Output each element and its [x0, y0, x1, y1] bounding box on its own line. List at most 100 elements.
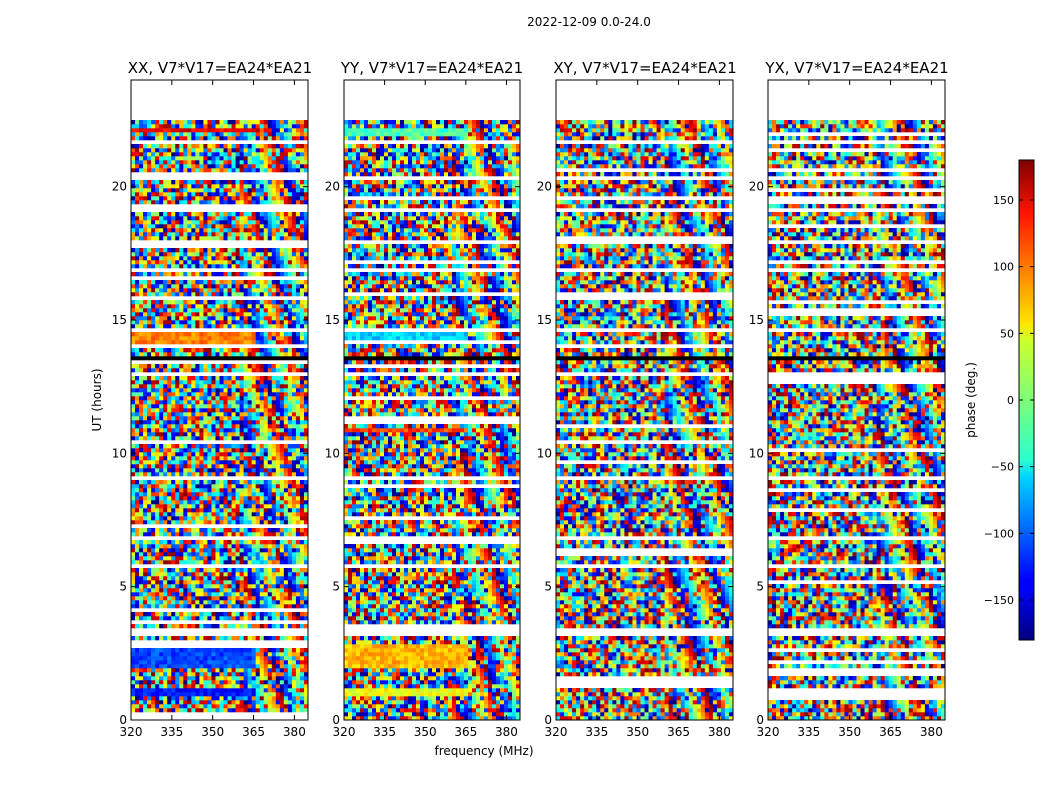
phase-cell [271, 544, 277, 549]
phase-cell [275, 332, 281, 337]
phase-cell [219, 212, 224, 217]
phase-cell [259, 412, 265, 417]
phase-cell [191, 364, 196, 369]
phase-cell [179, 684, 184, 689]
phase-cell [155, 684, 160, 689]
phase-cell [151, 232, 156, 237]
phase-cell [243, 188, 248, 193]
phase-cell [155, 540, 160, 545]
phase-cell [139, 696, 144, 701]
phase-cell [291, 504, 297, 509]
phase-cell [159, 496, 164, 501]
phase-cell [139, 160, 144, 165]
phase-cell [175, 364, 180, 369]
phase-cell [263, 648, 269, 653]
phase-cell [271, 624, 277, 629]
phase-cell [143, 472, 148, 477]
phase-cell [287, 388, 293, 393]
phase-cell [239, 464, 244, 469]
phase-cell [255, 224, 261, 229]
phase-cell [147, 504, 152, 509]
phase-cell [179, 388, 184, 393]
phase-cell [171, 368, 176, 373]
phase-cell [279, 448, 285, 453]
phase-cell [267, 420, 273, 425]
phase-cell [251, 700, 256, 705]
phase-cell [295, 556, 301, 561]
phase-cell [227, 432, 232, 437]
phase-cell [215, 680, 220, 685]
phase-cell [139, 512, 144, 517]
phase-cell [215, 320, 220, 325]
phase-cell [199, 272, 204, 277]
phase-cell [147, 568, 152, 573]
phase-cell [227, 696, 232, 701]
phase-cell [271, 224, 277, 229]
phase-cell [139, 368, 144, 373]
phase-cell [283, 652, 289, 657]
phase-cell [283, 196, 289, 201]
phase-cell [287, 612, 293, 617]
phase-cell [163, 680, 168, 685]
phase-cell [203, 504, 208, 509]
phase-cell [279, 416, 285, 421]
phase-cell [211, 324, 216, 329]
phase-cell [191, 228, 196, 233]
phase-cell [255, 656, 261, 661]
phase-cell [159, 428, 164, 433]
phase-cell [147, 164, 152, 169]
phase-cell [275, 428, 281, 433]
phase-cell [155, 556, 160, 561]
phase-cell [291, 300, 297, 305]
phase-cell [187, 196, 192, 201]
phase-cell [155, 548, 160, 553]
phase-cell [299, 500, 305, 505]
phase-cell [151, 256, 156, 261]
phase-cell [183, 488, 188, 493]
phase-cell [259, 588, 265, 593]
phase-cell [263, 264, 269, 269]
phase-cell [183, 408, 188, 413]
phase-cell [247, 592, 252, 597]
phase-cell [175, 700, 180, 705]
phase-cell [243, 520, 248, 525]
phase-cell [171, 556, 176, 561]
phase-cell [283, 252, 289, 257]
phase-cell [247, 164, 252, 169]
phase-cell [147, 488, 152, 493]
phase-cell [259, 232, 265, 237]
phase-cell [231, 316, 236, 321]
phase-cell [239, 396, 244, 401]
phase-cell [295, 248, 301, 253]
phase-cell [227, 364, 232, 369]
phase-cell [135, 692, 140, 697]
phase-cell [159, 468, 164, 473]
phase-cell [207, 528, 212, 533]
phase-cell [179, 672, 184, 677]
phase-cell [191, 292, 196, 297]
phase-cell [231, 260, 236, 265]
phase-cell [251, 436, 256, 441]
phase-cell [255, 448, 261, 453]
phase-cell [299, 352, 305, 357]
phase-cell [235, 396, 240, 401]
phase-cell [227, 516, 232, 521]
phase-cell [271, 652, 277, 657]
phase-cell [183, 300, 188, 305]
phase-cell [267, 592, 273, 597]
phase-cell [255, 512, 261, 517]
phase-cell [159, 708, 164, 713]
phase-cell [235, 428, 240, 433]
phase-cell [275, 624, 281, 629]
phase-cell [247, 496, 252, 501]
phase-cell [259, 508, 265, 513]
phase-cell [207, 688, 212, 693]
phase-cell [131, 304, 136, 309]
phase-cell [147, 400, 152, 405]
phase-cell [211, 212, 216, 217]
phase-cell [187, 184, 192, 189]
phase-cell [287, 588, 293, 593]
phase-cell [211, 684, 216, 689]
phase-cell [295, 572, 301, 577]
phase-cell [147, 184, 152, 189]
